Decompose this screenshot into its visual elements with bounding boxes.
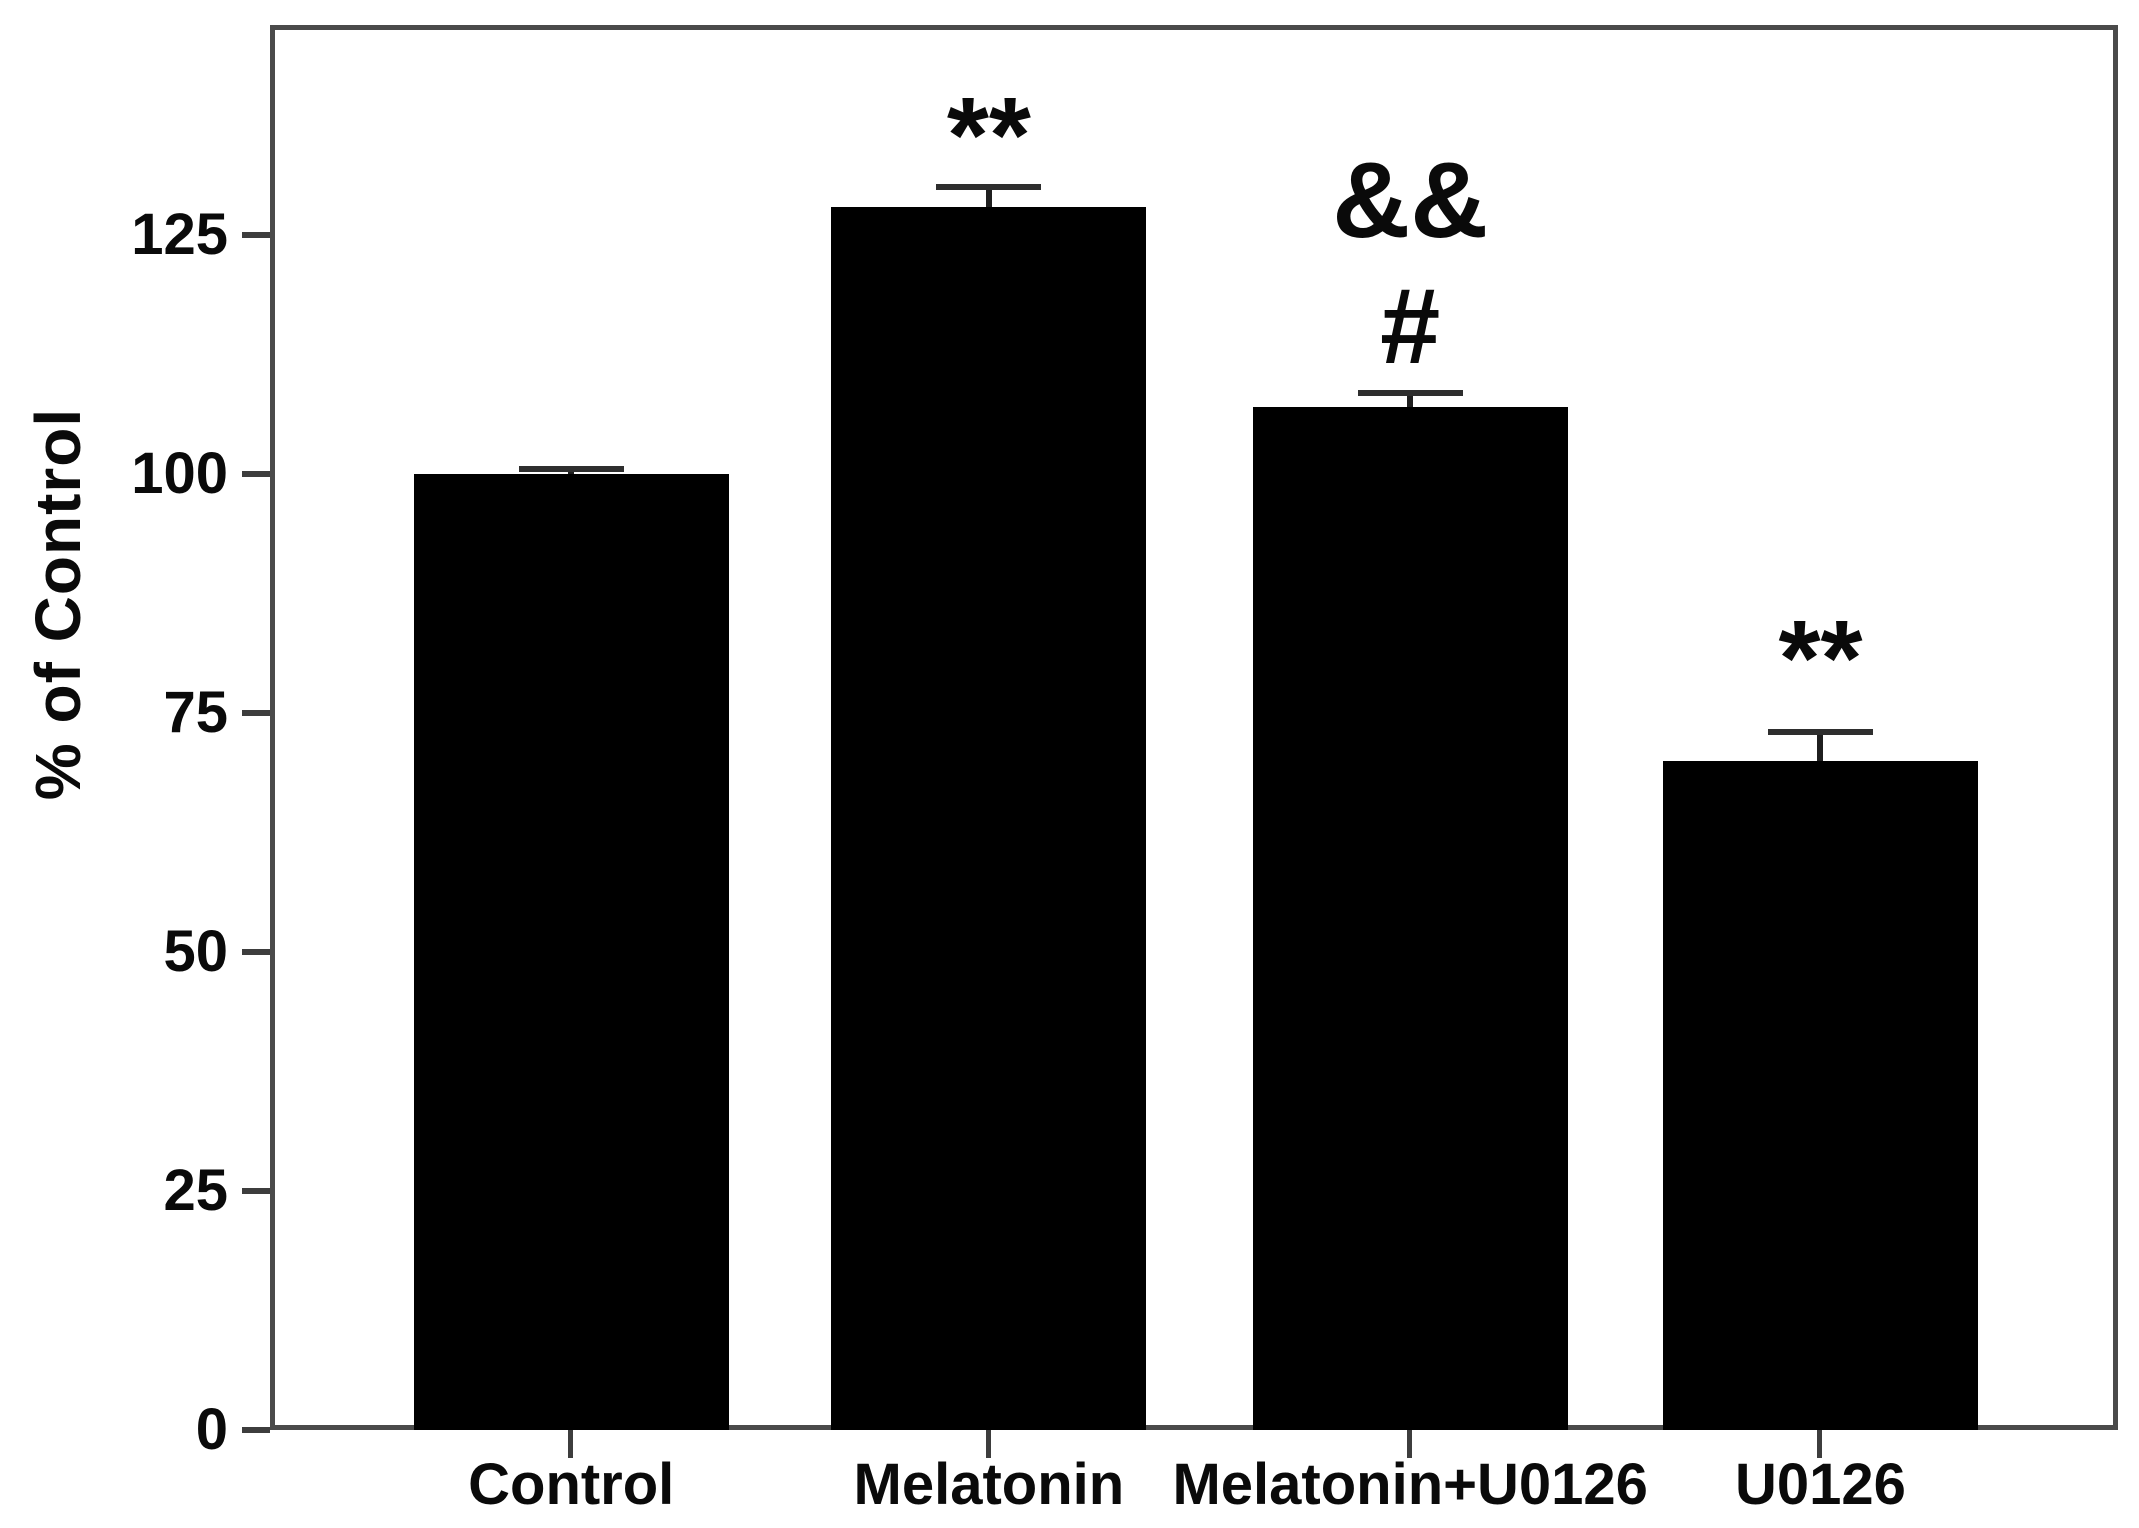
x-tick-label: U0126 <box>1735 1452 1906 1517</box>
significance-annotation: ** <box>1778 597 1863 718</box>
bar <box>1662 760 1978 1430</box>
error-bar-cap <box>936 184 1042 191</box>
y-tick-mark <box>242 949 270 956</box>
y-tick-label: 50 <box>163 919 228 985</box>
y-tick-label: 75 <box>163 680 228 746</box>
significance-annotation: # <box>1380 265 1441 386</box>
error-bar <box>1817 732 1824 761</box>
x-tick-label: Control <box>468 1452 675 1517</box>
x-tick-label: Melatonin+U0126 <box>1172 1452 1648 1517</box>
x-tick-mark <box>985 1430 991 1458</box>
x-tick-mark <box>568 1430 574 1458</box>
significance-annotation: && <box>1332 139 1489 260</box>
x-tick-mark <box>1817 1430 1823 1458</box>
error-bar <box>985 187 992 207</box>
y-tick-mark <box>242 1188 270 1195</box>
y-tick-mark <box>242 471 270 478</box>
x-tick-mark <box>1407 1430 1413 1458</box>
x-tick-label: Melatonin <box>853 1452 1125 1517</box>
error-bar-cap <box>1357 389 1463 396</box>
y-tick-mark <box>242 232 270 239</box>
y-tick-label: 25 <box>163 1158 228 1224</box>
y-tick-mark <box>242 710 270 717</box>
error-bar-cap <box>518 466 624 473</box>
bar <box>1252 407 1568 1430</box>
y-tick-mark <box>242 1427 270 1433</box>
error-bar <box>1407 392 1414 408</box>
y-tick-label: 125 <box>131 202 228 268</box>
significance-annotation: ** <box>946 74 1031 195</box>
error-bar-cap <box>1767 729 1873 736</box>
y-tick-label: 100 <box>131 441 228 507</box>
bar <box>831 206 1147 1430</box>
y-tick-label: 0 <box>195 1397 228 1462</box>
bar <box>413 474 729 1430</box>
